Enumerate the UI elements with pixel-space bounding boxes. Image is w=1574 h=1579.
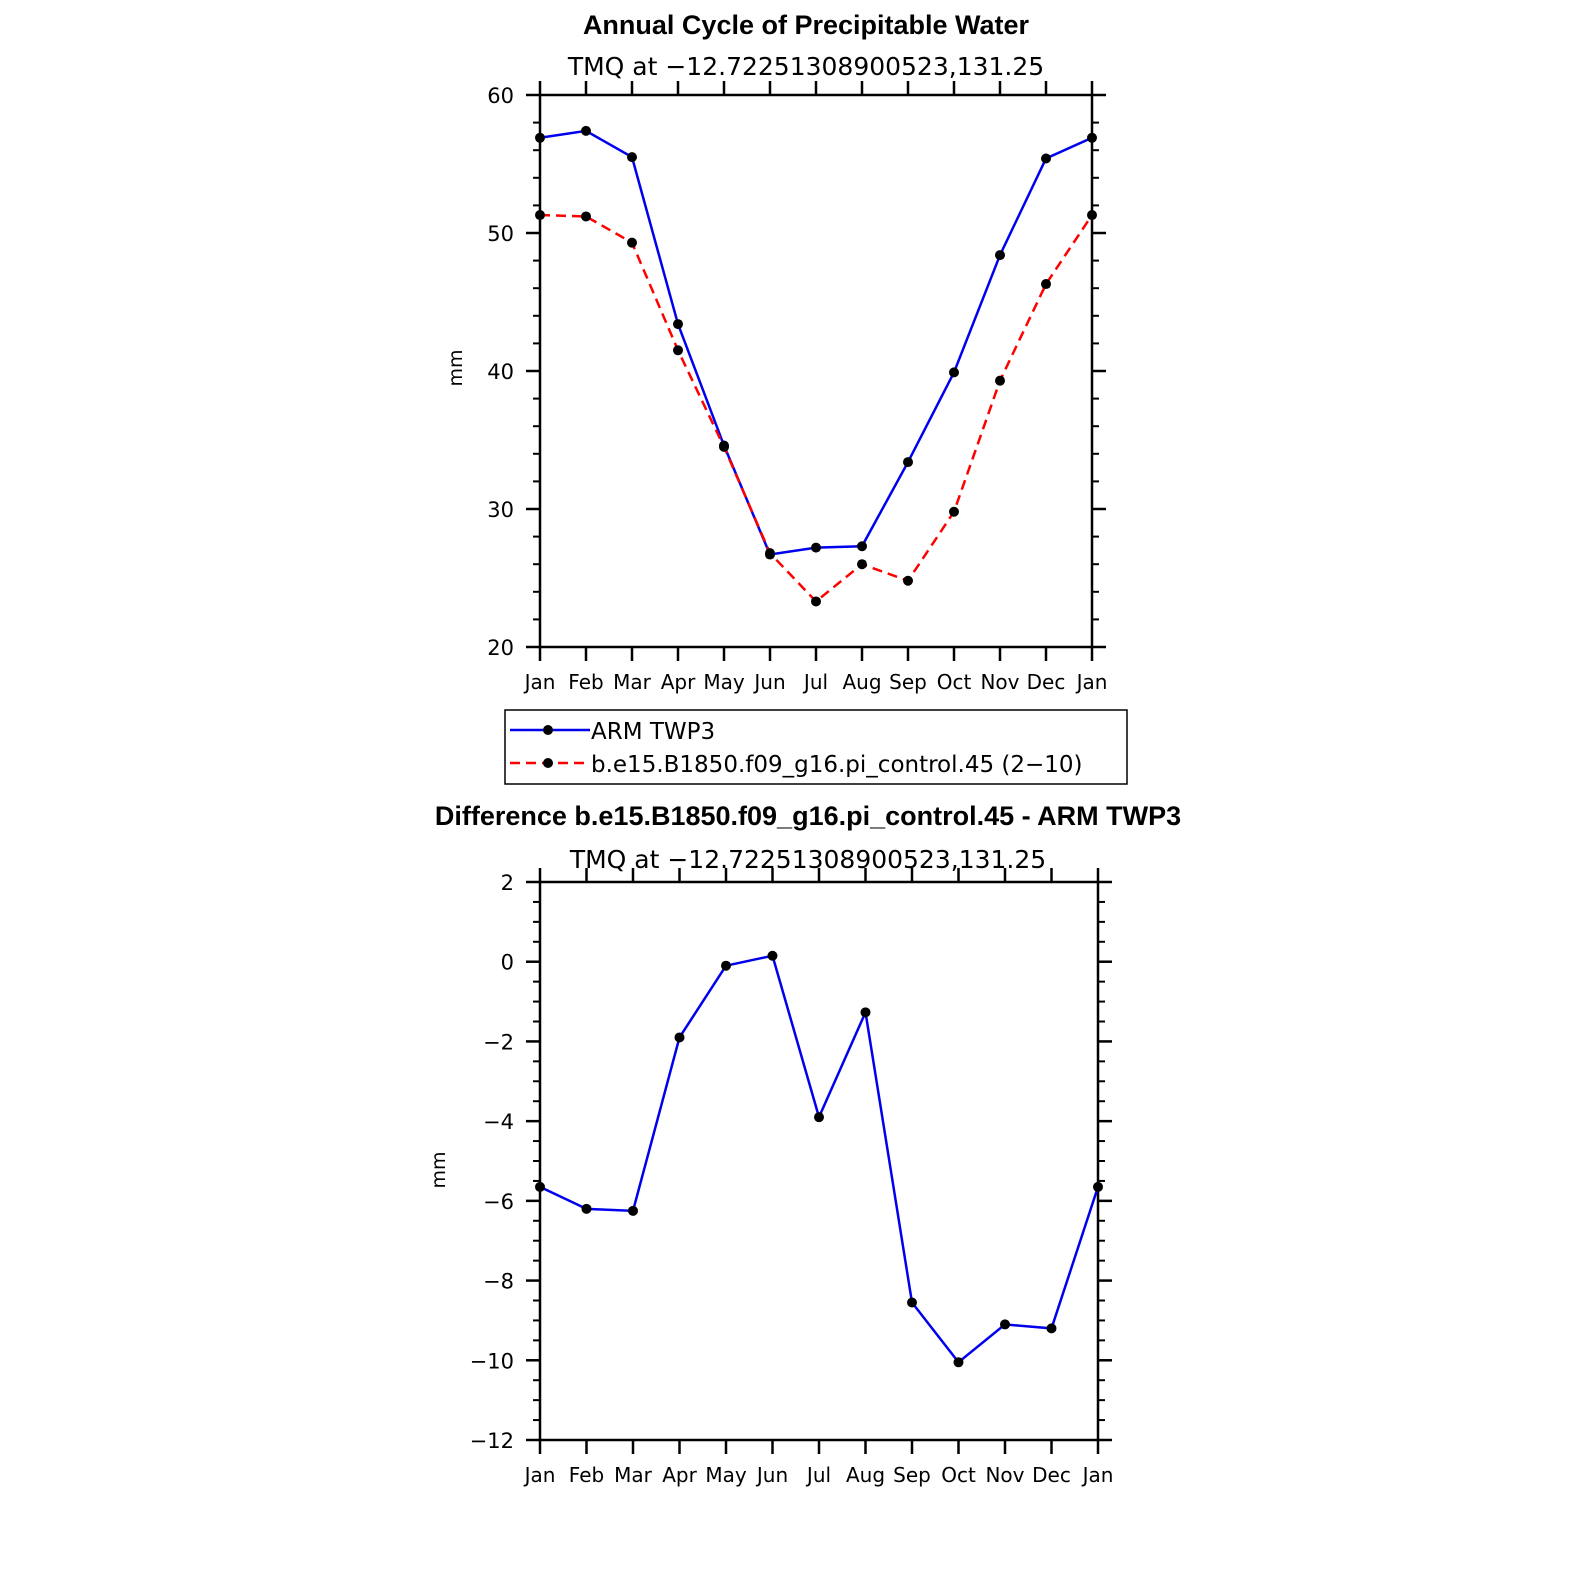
data-point-difference-sep-8 [907, 1297, 917, 1308]
data-point-arm-twp3-sep-8 [903, 457, 913, 468]
data-point-b-e15-b1850-f09-g16-pi-control-45-2-10-jan-0 [535, 210, 545, 221]
y-tick-label: 40 [487, 360, 514, 384]
x-tick-label-feb: Feb [569, 1463, 604, 1487]
data-point-arm-twp3-jan-12 [1087, 132, 1097, 143]
legend-swatch-arm-twp3-marker [543, 725, 553, 735]
top-y-axis-label: mm [445, 349, 467, 386]
series-line-arm-twp3 [539, 129, 1093, 556]
data-point-arm-twp3-jul-6 [811, 542, 821, 553]
data-point-difference-dec-11 [1046, 1323, 1057, 1334]
x-tick-label-jul: Jul [805, 1463, 831, 1487]
difference-panel: Difference b.e15.B1850.f09_g16.pi_contro… [428, 801, 1181, 1487]
y-tick-label: 50 [487, 222, 514, 246]
x-tick-label-may: May [703, 670, 745, 694]
data-point-b-e15-b1850-f09-g16-pi-control-45-2-10-nov-10 [995, 375, 1005, 386]
data-point-b-e15-b1850-f09-g16-pi-control-45-2-10-oct-9 [949, 506, 959, 517]
data-point-difference-nov-10 [1000, 1319, 1010, 1330]
x-tick-label-aug: Aug [842, 670, 881, 694]
data-point-b-e15-b1850-f09-g16-pi-control-45-2-10-jun-5 [765, 548, 775, 559]
y-tick-label: −8 [483, 1270, 514, 1294]
data-point-arm-twp3-nov-10 [995, 250, 1005, 261]
y-tick-label: 30 [487, 498, 514, 522]
data-point-difference-oct-9 [953, 1357, 964, 1368]
plot-frame [538, 880, 1100, 1442]
data-point-b-e15-b1850-f09-g16-pi-control-45-2-10-dec-11 [1041, 279, 1051, 290]
data-point-b-e15-b1850-f09-g16-pi-control-45-2-10-apr-3 [673, 345, 683, 356]
x-tick-label-apr: Apr [662, 1463, 697, 1487]
data-point-arm-twp3-mar-2 [627, 152, 637, 163]
data-point-b-e15-b1850-f09-g16-pi-control-45-2-10-sep-8 [903, 575, 913, 586]
x-tick-label-jan: Jan [523, 670, 556, 694]
data-point-b-e15-b1850-f09-g16-pi-control-45-2-10-may-4 [719, 441, 729, 452]
x-tick-label-jan: Jan [1081, 1463, 1114, 1487]
x-tick-label-jun: Jun [752, 670, 785, 694]
x-tick-label-oct: Oct [937, 670, 972, 694]
y-tick-label: 20 [487, 636, 514, 660]
legend-swatch-model-marker [543, 758, 553, 768]
top-chart-title: Annual Cycle of Precipitable Water [583, 10, 1030, 40]
data-point-difference-jul-6 [814, 1112, 824, 1123]
legend-label-model: b.e15.B1850.f09_g16.pi_control.45 (2−10) [591, 752, 1083, 778]
x-tick-label-may: May [705, 1463, 747, 1487]
data-point-difference-jan-12 [1093, 1181, 1103, 1192]
x-tick-label-mar: Mar [613, 670, 652, 694]
x-tick-label-dec: Dec [1032, 1463, 1071, 1487]
legend-label-arm-twp3: ARM TWP3 [591, 719, 715, 745]
bottom-chart-title: Difference b.e15.B1850.f09_g16.pi_contro… [435, 801, 1181, 831]
data-point-difference-jan-0 [535, 1181, 545, 1192]
data-point-b-e15-b1850-f09-g16-pi-control-45-2-10-aug-7 [857, 559, 867, 570]
data-point-b-e15-b1850-f09-g16-pi-control-45-2-10-mar-2 [627, 237, 637, 248]
data-point-arm-twp3-feb-1 [581, 125, 591, 136]
data-point-b-e15-b1850-f09-g16-pi-control-45-2-10-feb-1 [581, 211, 591, 222]
data-point-arm-twp3-aug-7 [857, 541, 867, 552]
bottom-plot-area: Jan Feb Mar Apr May Jun Jul Aug Sep Oct Nov Dec Jan−… [470, 868, 1114, 1487]
data-point-difference-aug-7 [860, 1007, 871, 1018]
data-point-b-e15-b1850-f09-g16-pi-control-45-2-10-jul-6 [811, 596, 821, 607]
x-tick-label-mar: Mar [614, 1463, 653, 1487]
legend-box [504, 709, 1128, 785]
data-point-difference-mar-2 [628, 1205, 638, 1216]
data-point-difference-feb-1 [581, 1203, 592, 1214]
data-point-b-e15-b1850-f09-g16-pi-control-45-2-10-jan-12 [1087, 210, 1097, 221]
x-tick-label-aug: Aug [846, 1463, 885, 1487]
data-point-arm-twp3-oct-9 [949, 367, 959, 378]
y-tick-label: 60 [487, 84, 514, 108]
y-tick-label: −4 [483, 1110, 514, 1134]
x-tick-label-jun: Jun [755, 1463, 788, 1487]
data-point-difference-jun-5 [767, 950, 778, 961]
data-point-difference-may-4 [721, 960, 731, 971]
y-tick-label: 2 [501, 871, 514, 895]
x-tick-label-nov: Nov [985, 1463, 1024, 1487]
bottom-y-axis-label: mm [428, 1151, 450, 1188]
top-plot-area: Jan Feb Mar Apr May Jun Jul Aug Sep Oct Nov Dec Jan 2… [487, 81, 1107, 694]
x-tick-label-dec: Dec [1027, 670, 1066, 694]
y-tick-label: −6 [483, 1190, 514, 1214]
plot-frame [538, 93, 1094, 649]
data-point-arm-twp3-dec-11 [1041, 153, 1051, 164]
series-line-difference [539, 954, 1100, 1365]
x-tick-label-sep: Sep [893, 1463, 931, 1487]
x-tick-label-sep: Sep [889, 670, 927, 694]
data-point-difference-apr-3 [674, 1032, 685, 1043]
x-tick-label-nov: Nov [980, 670, 1019, 694]
y-tick-label: −2 [483, 1030, 514, 1054]
x-tick-label-jan: Jan [1075, 670, 1108, 694]
x-tick-label-jul: Jul [802, 670, 828, 694]
top-chart-subtitle: TMQ at −12.72251308900523,131.25 [567, 52, 1044, 81]
bottom-chart-subtitle: TMQ at −12.72251308900523,131.25 [569, 845, 1046, 874]
y-tick-label: −12 [470, 1429, 514, 1453]
legend: ARM TWP3 b.e15.B1850.f09_g16.pi_control.… [504, 709, 1128, 785]
x-tick-label-apr: Apr [661, 670, 696, 694]
y-tick-label: −10 [470, 1349, 514, 1373]
y-tick-label: 0 [501, 951, 514, 975]
data-point-arm-twp3-apr-3 [673, 319, 683, 330]
annual-cycle-panel: Annual Cycle of Precipitable Water TMQ a… [445, 10, 1107, 694]
x-tick-label-jan: Jan [523, 1463, 556, 1487]
x-tick-label-feb: Feb [568, 670, 603, 694]
x-tick-label-oct: Oct [941, 1463, 976, 1487]
data-point-arm-twp3-jan-0 [535, 132, 545, 143]
